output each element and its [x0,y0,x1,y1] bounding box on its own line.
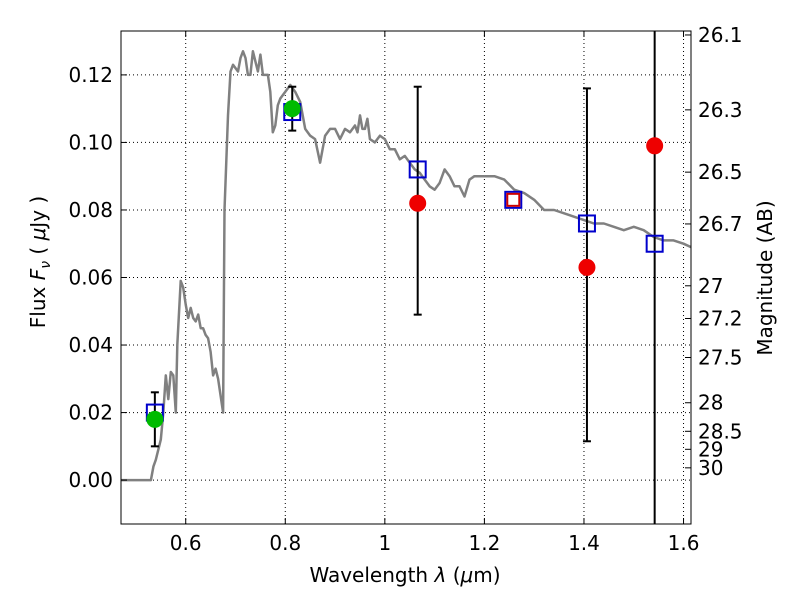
magnitude-tick-label: 29 [698,437,723,461]
magnitude-tick-label: 28.5 [698,419,743,443]
observed-point [409,194,427,212]
y-tick-label: 0.12 [68,63,113,87]
magnitude-tick-label: 27 [698,274,723,298]
y-tick-label: 0.02 [68,401,113,425]
grid [121,31,691,524]
model-box-marker [506,192,521,207]
y-tick-label: 0.04 [68,333,113,357]
magnitude-tick-label: 30 [698,456,723,480]
magnitude-tick-label: 26.7 [698,212,743,236]
x-tick-label: 1.2 [468,531,500,555]
model-box-marker [577,214,596,233]
markers [145,100,664,428]
model-box-marker [408,160,427,179]
y-axis-label: Flux Fν ( μJy ) [26,196,54,328]
observed-point [646,137,664,155]
magnitude-tick-label: 28 [698,391,723,415]
magnitude-axis-label: Magnitude (AB) [753,200,777,355]
observed-point [578,258,596,276]
x-tick-label: 0.6 [170,531,202,555]
sed-curve [121,50,692,482]
magnitude-tick-label: 26.1 [698,23,743,47]
sed-layer [121,50,692,482]
x-axis-label: Wavelength λ (μm) [309,563,500,587]
observed-point [283,100,301,118]
y-tick-label: 0.10 [68,130,113,154]
magnitude-tick-label: 27.2 [698,306,743,330]
error-bars [150,31,656,524]
x-tick-label: 1.4 [568,531,600,555]
x-tick-label: 0.8 [269,531,301,555]
magnitude-tick-label: 27.5 [698,346,743,370]
y-tick-label: 0.00 [68,468,113,492]
x-tick-label: 1 [378,531,391,555]
magnitude-tick-label: 26.5 [698,160,743,184]
observed-point [146,410,164,428]
y-tick-label: 0.06 [68,266,113,290]
model-box-marker [645,234,664,253]
y-tick-label: 0.08 [68,198,113,222]
axis-ticks: 0.6 0.8 1 1.2 1.4 1.6 0.00 0.02 0.04 0.06 0.08 0.10… [68,23,742,555]
x-tick-label: 1.6 [668,531,700,555]
model-box-marker [504,190,523,209]
magnitude-tick-label: 26.3 [698,98,743,122]
